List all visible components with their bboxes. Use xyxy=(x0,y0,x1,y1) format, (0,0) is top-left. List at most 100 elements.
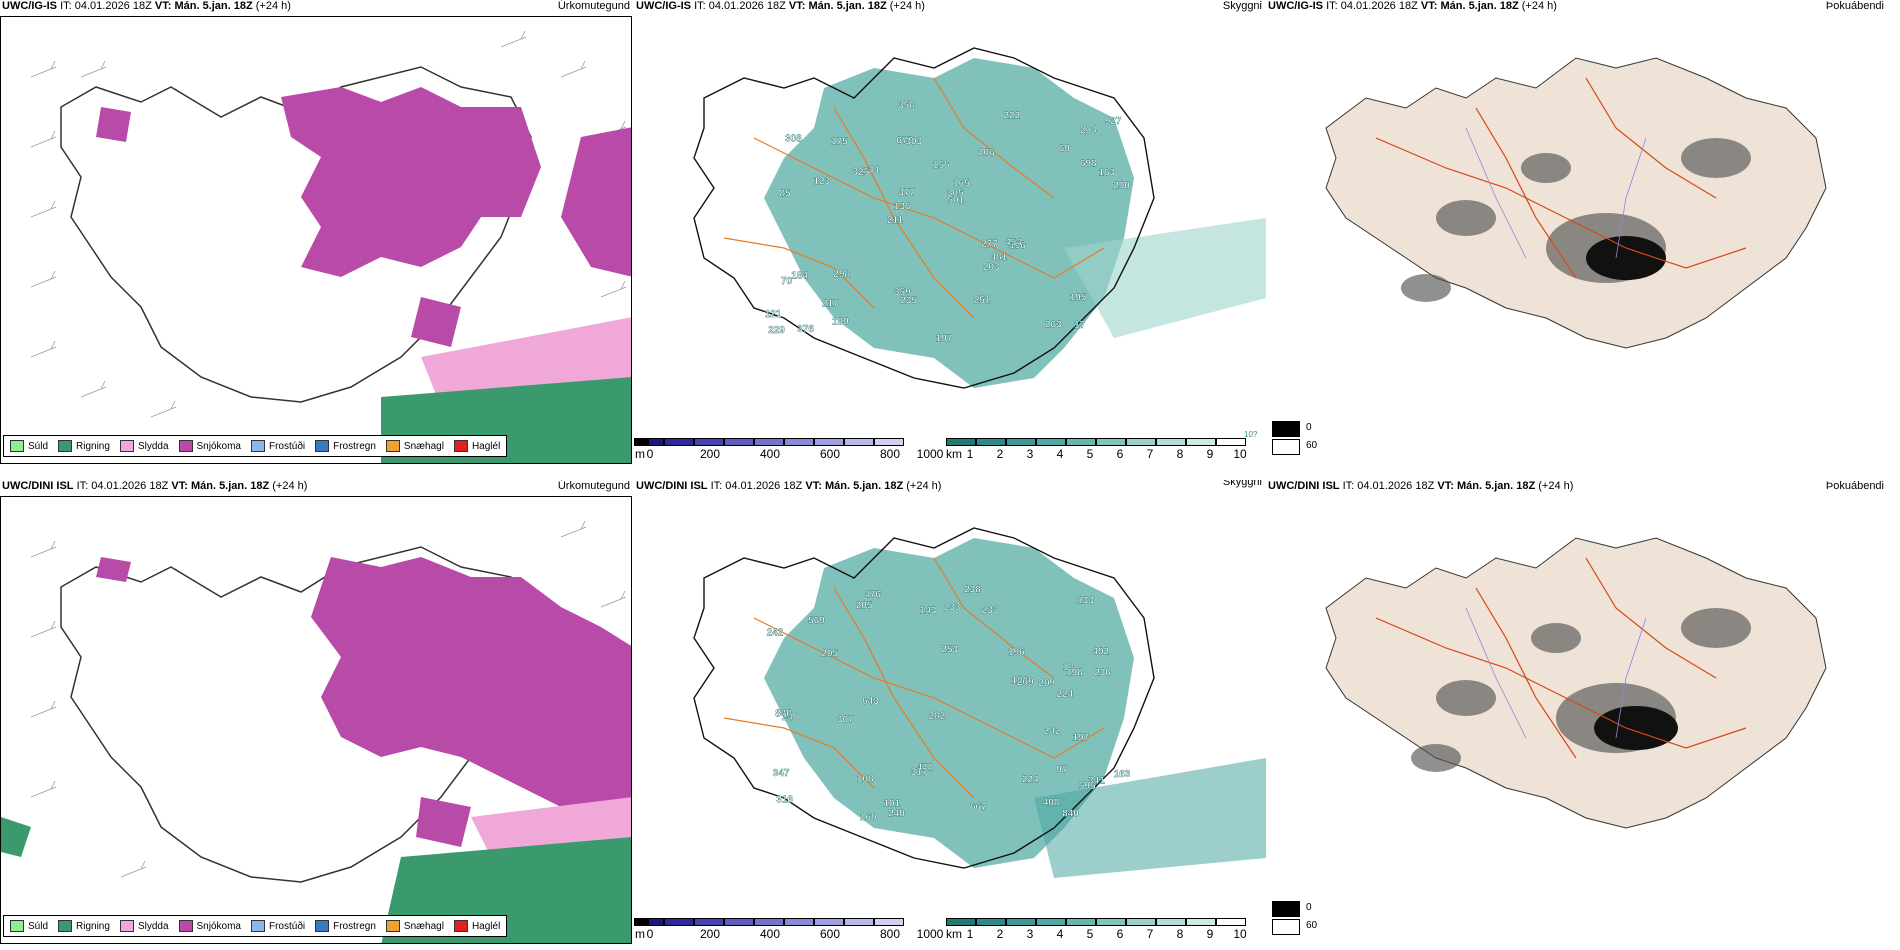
legend-item-freezing-drizzle: Frostúði xyxy=(250,920,305,932)
legend-item-snow-pellets: Snæhagl xyxy=(385,920,444,932)
visibility-value-label: 240 xyxy=(782,712,799,723)
fog-index-panel-bottom: UWC/DINI ISL IT: 04.01.2026 18Z VT: Mán.… xyxy=(1266,480,1900,950)
legend-item-rain: Rigning xyxy=(58,920,110,932)
vt-value: Mán. 5.jan. 18Z xyxy=(174,0,253,12)
visibility-panel-top: UWC/IG-IS IT: 04.01.2026 18Z VT: Mán. 5.… xyxy=(634,0,1266,470)
visibility-value-label: 840 xyxy=(775,709,792,720)
visibility-value-label: 478 xyxy=(917,762,934,773)
visibility-value-label: 251 xyxy=(974,295,991,306)
vis-colorbar-km xyxy=(946,438,1246,446)
visibility-value-label: 277 xyxy=(981,239,998,250)
visibility-value-label: 376 xyxy=(797,324,814,335)
iceland-outline xyxy=(693,47,1155,389)
visibility-value-label: 492 xyxy=(1092,647,1109,658)
visibility-value-label: 927 xyxy=(1105,116,1122,127)
fog-legend: 0 60 xyxy=(1266,415,1326,460)
precip-map xyxy=(30,30,631,463)
drizzle-swatch xyxy=(10,440,24,452)
legend-item-rain: Rigning xyxy=(58,440,110,452)
dense-fog xyxy=(1594,706,1678,750)
fog-swatch-black xyxy=(1272,421,1300,437)
snow-areas xyxy=(96,557,631,847)
legend-item-snow: Snjókoma xyxy=(178,440,241,452)
model-name: UWC/DINI ISL xyxy=(636,480,708,492)
visibility-value-label: 203 xyxy=(983,262,1000,273)
visibility-value-label: 303 xyxy=(906,137,923,148)
visibility-value-label: 476 xyxy=(864,590,881,601)
visibility-value-label: 184 xyxy=(791,271,808,282)
visibility-value-label: 242 xyxy=(1044,726,1061,737)
visibility-value-label: 325 xyxy=(853,167,870,178)
visibility-value-label: 481 xyxy=(991,252,1008,263)
visibility-value-label: 121 xyxy=(765,309,782,320)
visibility-value-label: 282 xyxy=(929,711,946,722)
model-name: UWC/IG-IS xyxy=(636,0,691,12)
panel-header: UWC/IG-IS IT: 04.01.2026 18Z VT: Mán. 5.… xyxy=(636,0,925,12)
visibility-value-label: 317 xyxy=(911,767,928,778)
visibility-value-label: 160 xyxy=(860,812,877,823)
iceland-outline xyxy=(693,527,1155,869)
fog-index-panel-top: UWC/IG-IS IT: 04.01.2026 18Z VT: Mán. 5.… xyxy=(1266,0,1900,470)
visibility-value-label: 377 xyxy=(898,187,915,198)
visibility-value-label: 156 xyxy=(933,160,950,171)
visibility-panel-bottom: UWC/DINI ISL IT: 04.01.2026 18Z VT: Mán.… xyxy=(634,480,1266,950)
visibility-value-label: 108 xyxy=(857,774,874,785)
visibility-value-label: 341 xyxy=(1088,775,1105,786)
visibility-value-label: 676 xyxy=(896,136,913,147)
visibility-value-label: 196 xyxy=(1009,241,1026,252)
visibility-value-label: 211 xyxy=(887,215,904,226)
visibility-value-label: 165 xyxy=(953,178,970,189)
freezing-rain-swatch xyxy=(315,440,330,452)
dense-fog xyxy=(1586,236,1666,280)
land-fill xyxy=(1325,57,1827,349)
visibility-value-label: 643 xyxy=(862,696,879,707)
visibility-value-label: 240 xyxy=(888,809,905,820)
road-network xyxy=(1375,77,1747,279)
panel-title: Úrkomutegund xyxy=(557,480,630,492)
vis-ticks-km: km 1 2 3 4 5 6 7 8 9 10 xyxy=(946,927,1247,941)
vis-colorbar-meters xyxy=(634,438,940,446)
rain-swatch xyxy=(58,440,73,452)
visibility-value-label: 69 xyxy=(1059,144,1071,155)
visibility-value-label: 217 xyxy=(822,299,839,310)
panel-header: UWC/DINI ISL IT: 04.01.2026 18Z VT: Mán.… xyxy=(1268,480,1574,492)
panel-header: UWC/DINI ISL IT: 04.01.2026 18Z VT: Mán.… xyxy=(636,480,942,492)
road-network xyxy=(723,557,1105,799)
visibility-value-label: 85 xyxy=(780,189,792,200)
precip-legend: Súld Rigning Slydda Snjókoma Frostúði Fr… xyxy=(3,435,508,457)
precip-map xyxy=(1,520,631,943)
visibility-value-label: 667 xyxy=(970,802,987,813)
legend-item-sleet: Slydda xyxy=(119,920,169,932)
visibility-map: 17 85 204 211 206 376 676 156 184 244 121 217 303 165… xyxy=(693,47,1266,389)
visibility-value-label: 358 xyxy=(898,100,915,111)
visibility-value-label: 229 xyxy=(768,325,785,336)
visibility-field-offshore xyxy=(1034,758,1266,878)
visibility-field-offshore xyxy=(1064,218,1266,338)
legend-item-sleet: Slydda xyxy=(119,440,169,452)
model-name: UWC/DINI ISL xyxy=(1268,480,1340,492)
visibility-value-label: 198 xyxy=(1066,668,1083,679)
visibility-value-label: 206 xyxy=(978,148,995,159)
snow-swatch xyxy=(178,440,193,452)
sleet-swatch xyxy=(119,440,134,452)
visibility-value-label: 195 xyxy=(1070,293,1087,304)
visibility-value-label: 175 xyxy=(831,137,848,148)
visibility-value-label: 233 xyxy=(982,605,999,616)
precip-type-panel-bottom: UWC/DINI ISL IT: 04.01.2026 18Z VT: Mán.… xyxy=(0,480,634,950)
panel-title: Þokuábendi xyxy=(1825,0,1884,12)
panel-header: UWC/DINI ISL IT: 04.01.2026 18Z VT: Mán.… xyxy=(2,480,308,492)
visibility-value-label: 290 xyxy=(1113,181,1130,192)
visibility-value-label: 123 xyxy=(814,176,831,187)
road-network xyxy=(1375,557,1747,759)
rivers xyxy=(1465,607,1647,739)
visibility-value-label: 70 xyxy=(781,276,793,287)
panel-title: Skyggni xyxy=(1222,480,1262,488)
visibility-value-label: 209 xyxy=(1017,677,1034,688)
panel-header: UWC/IG-IS IT: 04.01.2026 18Z VT: Mán. 5.… xyxy=(2,0,291,12)
legend-item-drizzle: Súld xyxy=(10,440,48,452)
visibility-value-label: 307 xyxy=(837,715,854,726)
visibility-value-label: 253 xyxy=(941,645,958,656)
precip-type-panel-top: UWC/IG-IS IT: 04.01.2026 18Z VT: Mán. 5.… xyxy=(0,0,634,470)
snow-areas xyxy=(96,87,631,347)
fog-swatch-white xyxy=(1272,919,1300,935)
